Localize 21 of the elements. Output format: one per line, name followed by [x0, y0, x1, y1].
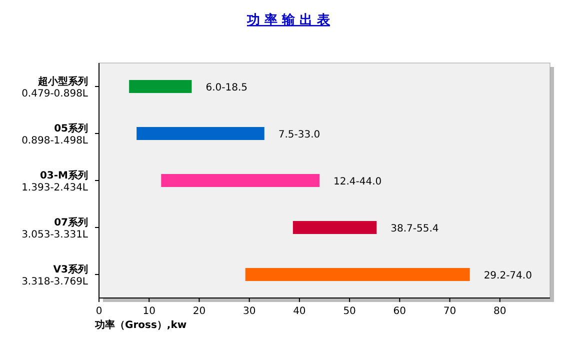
y-tick-label: 05系列 0.898-1.498L [22, 122, 88, 146]
chart-title: 功 率 输 出 表 [246, 12, 332, 28]
x-tick-label: 70 [443, 306, 456, 317]
data-label: 29.2-74.0 [484, 270, 532, 282]
x-tick-label: 80 [494, 306, 506, 317]
data-label: 6.0-18.5 [206, 82, 248, 94]
x-tick-label: 50 [343, 306, 356, 317]
data-label: 12.4-44.0 [333, 176, 382, 188]
x-tick-label: 30 [242, 306, 256, 317]
y-tick-label: 07系列 3.053-3.331L [22, 216, 88, 240]
x-axis-title: 功率（Gross）,kw [94, 319, 187, 331]
y-tick-label: 03-M系列 1.393-2.434L [22, 170, 88, 194]
x-tick-label: 40 [293, 306, 306, 317]
x-tick-label: 0 [96, 306, 102, 317]
data-label: 7.5-33.0 [278, 130, 320, 140]
x-tick-label: 10 [142, 306, 156, 317]
x-tick-label: 20 [192, 306, 206, 317]
data-label: 38.7-55.4 [390, 224, 439, 234]
y-tick-label: V3系列 3.318-3.769L [22, 264, 88, 288]
y-tick-label: 超小型系列 0.479-0.898L [22, 76, 88, 100]
x-tick-label: 60 [393, 306, 406, 317]
